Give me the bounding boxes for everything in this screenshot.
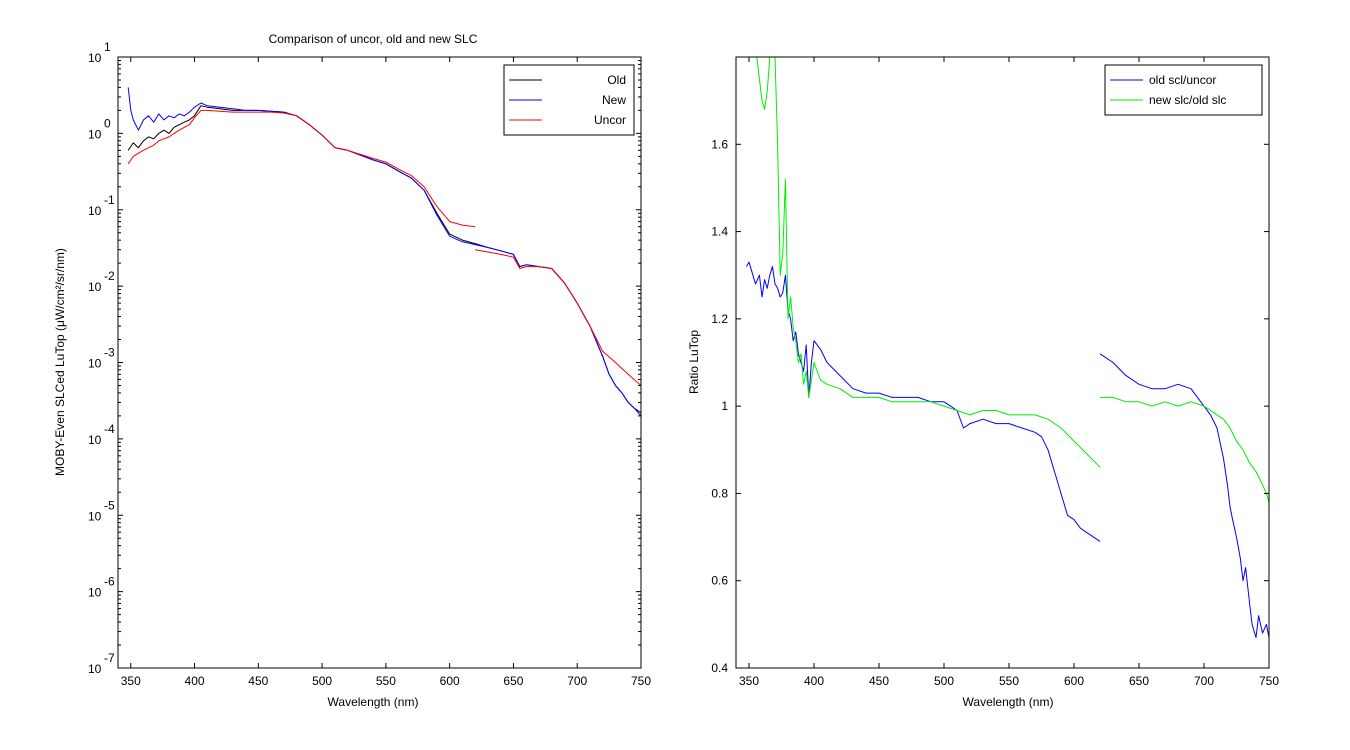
right-y-tick-label: 0.4	[711, 661, 728, 675]
left-x-tick-label: 400	[185, 674, 205, 688]
right-x-axis-label: Wavelength (nm)	[963, 695, 1054, 709]
left-y-tick-label-exponent: -5	[104, 498, 115, 512]
right-legend-label: new slc/old slc	[1149, 93, 1226, 107]
left-y-tick-label-exponent: 0	[104, 116, 111, 130]
left-y-tick-label-base: 10	[88, 204, 102, 218]
left-x-tick-label: 500	[312, 674, 332, 688]
left-x-tick-label: 700	[567, 674, 587, 688]
right-x-tick-label: 650	[1129, 674, 1149, 688]
right-y-tick-label: 1	[721, 399, 728, 413]
right-y-tick-label: 0.6	[711, 574, 728, 588]
left-series-uncor-line-1	[475, 249, 641, 386]
left-series-new-line-0	[127, 87, 641, 417]
left-x-tick-label: 650	[503, 674, 523, 688]
left-y-tick-label-exponent: -6	[104, 575, 115, 589]
left-x-tick-label: 600	[440, 674, 460, 688]
right-y-tick-label: 0.8	[711, 486, 728, 500]
left-x-tick-label: 350	[121, 674, 141, 688]
left-y-tick-label-base: 10	[88, 280, 102, 294]
left-y-tick-label-exponent: -7	[104, 651, 115, 665]
left-legend: Old New Uncor	[503, 64, 635, 136]
right-legend-box	[1104, 64, 1263, 116]
right-y-tick-label: 1.6	[711, 137, 728, 151]
right-x-tick-label: 450	[869, 674, 889, 688]
left-y-tick-label-exponent: -2	[104, 269, 115, 283]
left-legend-label: Uncor	[594, 113, 626, 127]
left-y-tick-label-base: 10	[88, 433, 102, 447]
left-series-old-line-0	[127, 105, 641, 414]
right-legend: old scl/uncor new slc/old slc	[1104, 64, 1263, 116]
left-x-tick-label: 550	[376, 674, 396, 688]
right-x-tick-label: 350	[739, 674, 759, 688]
left-x-tick-label: 750	[631, 674, 651, 688]
left-y-tick-label-base: 10	[88, 586, 102, 600]
left-y-tick-label-base: 10	[88, 662, 102, 676]
left-legend-label: New	[602, 93, 626, 107]
left-y-tick-label-exponent: -1	[104, 193, 115, 207]
right-series-new-slc-old-slc-line-1	[1100, 396, 1269, 503]
right-y-tick-label: 1.2	[711, 312, 728, 326]
right-y-axis-label: Ratio LuTop	[687, 330, 701, 394]
right-series-old-scl-uncor-line-1	[1099, 353, 1269, 638]
right-axes-box	[735, 56, 1270, 669]
left-y-tick-label-exponent: -4	[104, 422, 115, 436]
left-y-tick-label-base: 10	[88, 357, 102, 371]
left-legend-label: Old	[607, 73, 626, 87]
left-series-group	[127, 87, 641, 417]
right-series-group	[745, 57, 1269, 638]
left-chart-panel: Comparison of uncor, old and new SLC Wav…	[53, 32, 651, 709]
left-y-tick-label-base: 10	[88, 509, 102, 523]
right-x-tick-label: 750	[1259, 674, 1279, 688]
right-series-old-scl-uncor-line-0	[745, 261, 1101, 542]
right-y-tick-label: 1.4	[711, 225, 728, 239]
right-legend-label: old scl/uncor	[1149, 73, 1216, 87]
right-chart-panel: Wavelength (nm) Ratio LuTop 350 400 450 500…	[687, 56, 1279, 709]
right-x-tick-label: 700	[1194, 674, 1214, 688]
left-x-axis-label: Wavelength (nm)	[328, 695, 419, 709]
left-y-tick-label-base: 10	[88, 51, 102, 65]
left-chart-title: Comparison of uncor, old and new SLC	[269, 32, 478, 46]
right-x-tick-label: 400	[804, 674, 824, 688]
right-x-tick-label: 500	[934, 674, 954, 688]
left-x-tick-label: 450	[248, 674, 268, 688]
right-x-tick-label: 550	[999, 674, 1019, 688]
left-y-tick-label-base: 10	[88, 127, 102, 141]
left-series-uncor-line-0	[127, 109, 476, 228]
left-y-tick-label-exponent: 1	[104, 40, 111, 54]
left-y-axis-label: MOBY-Even SLCed LuTop (μW/cm²/sr/nm)	[53, 248, 67, 476]
right-series-new-slc-old-slc-line-0	[756, 57, 1101, 468]
right-x-tick-label: 600	[1064, 674, 1084, 688]
left-axes-box	[117, 56, 642, 669]
left-y-tick-label-exponent: -3	[104, 346, 115, 360]
